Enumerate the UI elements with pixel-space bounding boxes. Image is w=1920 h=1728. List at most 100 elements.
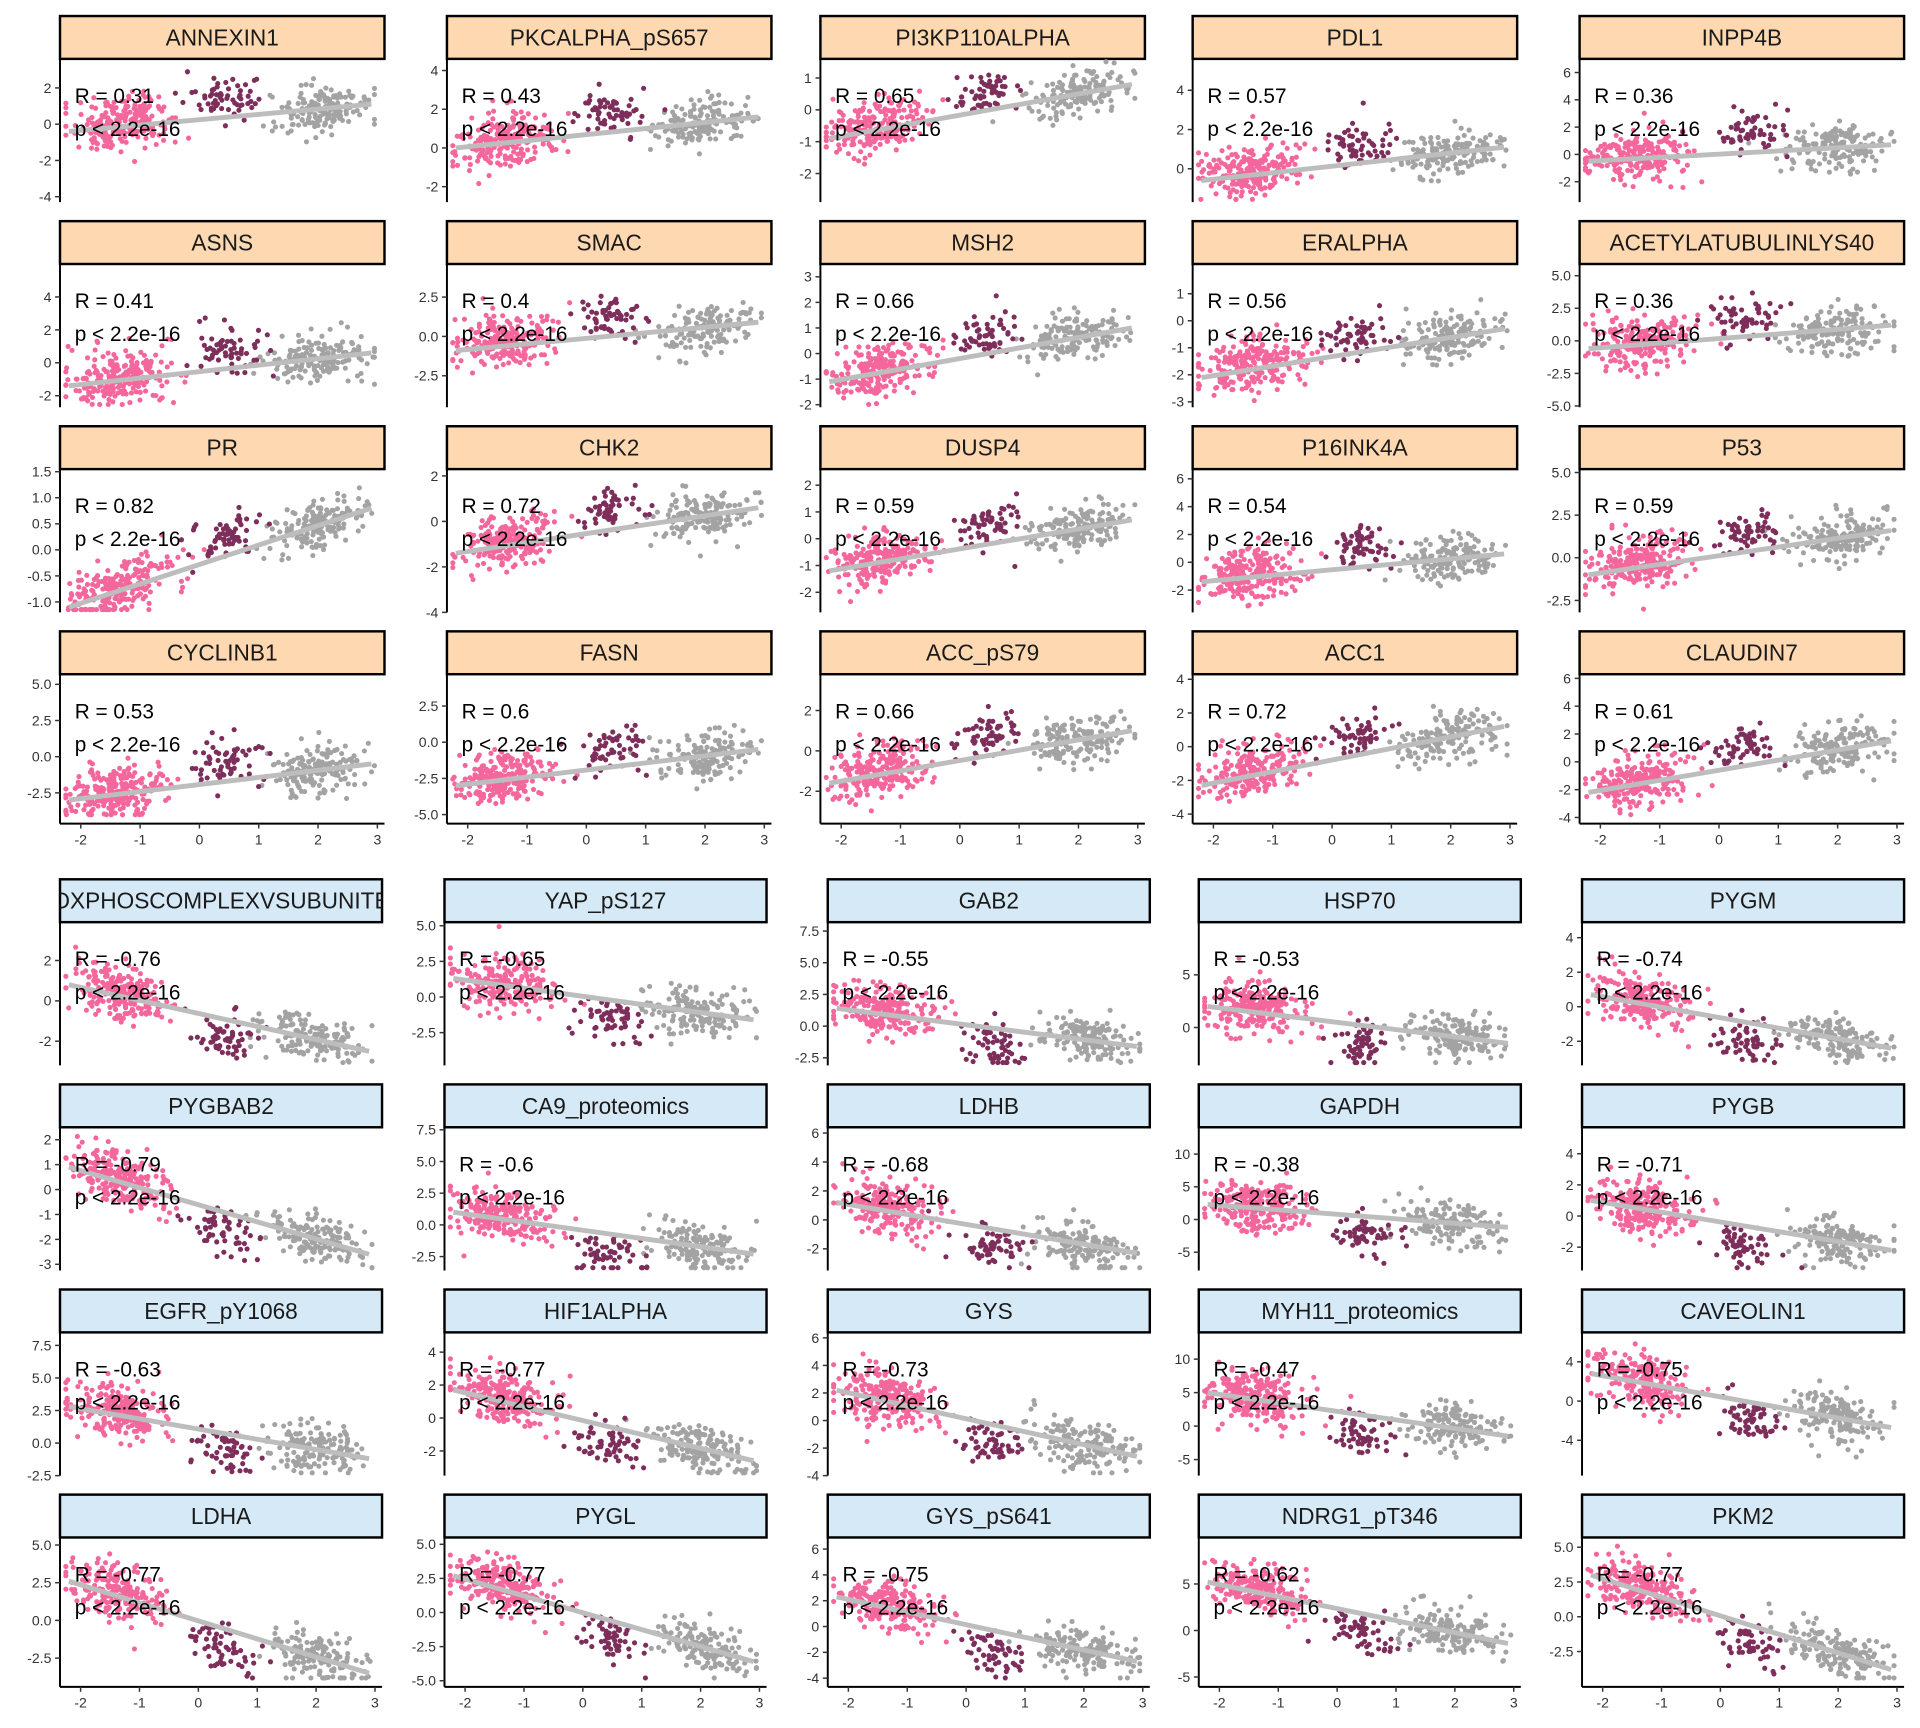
data-point-gray	[284, 507, 290, 513]
data-point-gray	[688, 344, 694, 350]
data-point-gray	[702, 317, 708, 323]
data-point-pink	[1300, 352, 1306, 358]
data-point-dark	[222, 123, 228, 129]
data-point-gray	[289, 121, 295, 128]
data-point-gray	[358, 334, 364, 340]
data-point-gray	[1810, 141, 1816, 147]
data-point-dark	[945, 96, 951, 103]
data-point-gray	[1431, 324, 1437, 330]
data-point-pink	[1684, 162, 1690, 168]
data-point-pink	[1590, 312, 1596, 318]
data-point-gray	[1872, 303, 1878, 310]
data-point-dark	[626, 103, 632, 109]
data-point-dark	[1753, 320, 1759, 326]
data-point-pink	[491, 108, 497, 114]
data-point-gray	[343, 108, 349, 114]
data-point-pink	[156, 94, 162, 100]
p-value-label: p < 2.2e-16	[1594, 323, 1700, 346]
data-point-gray	[1803, 315, 1810, 321]
data-point-dark	[596, 98, 603, 104]
data-point-dark	[217, 90, 224, 97]
data-point-gray	[299, 544, 305, 550]
data-point-gray	[1040, 92, 1046, 98]
data-point-gray	[691, 333, 698, 339]
data-point-gray	[1455, 141, 1461, 147]
data-point-gray	[287, 367, 294, 374]
data-point-dark	[967, 336, 974, 342]
p-value-label: p < 2.2e-16	[1207, 118, 1313, 141]
data-point-dark	[593, 310, 600, 316]
data-point-pink	[99, 606, 105, 613]
facet-title: ASNS	[191, 230, 253, 256]
data-point-pink	[1583, 321, 1589, 327]
data-point-pink	[1218, 160, 1225, 166]
data-point-pink	[123, 348, 129, 354]
data-point-pink	[63, 110, 69, 116]
data-point-gray	[1116, 336, 1122, 342]
data-point-pink	[159, 383, 165, 389]
data-point-gray	[342, 94, 348, 100]
data-point-gray	[1419, 135, 1425, 141]
data-point-gray	[1436, 356, 1442, 362]
data-point-pink	[63, 394, 69, 400]
data-point-pink	[138, 551, 144, 557]
data-point-pink	[180, 547, 186, 553]
data-point-pink	[1242, 156, 1248, 163]
data-point-gray	[1020, 92, 1026, 98]
data-point-gray	[698, 343, 704, 349]
data-point-pink	[1641, 362, 1647, 368]
data-point-pink	[1630, 148, 1636, 155]
data-point-gray	[1814, 341, 1820, 347]
data-point-gray	[1093, 337, 1099, 343]
data-point-pink	[102, 138, 108, 144]
data-point-pink	[69, 592, 75, 599]
data-point-gray	[724, 312, 730, 318]
data-point-gray	[1089, 324, 1095, 330]
data-point-gray	[1400, 361, 1407, 368]
data-point-dark	[1749, 317, 1755, 323]
p-value-label: p < 2.2e-16	[75, 323, 181, 346]
data-point-pink	[830, 372, 836, 378]
data-point-dark	[249, 104, 255, 111]
data-point-pink	[201, 547, 207, 553]
data-point-dark	[597, 300, 603, 306]
data-point-gray	[1465, 163, 1471, 169]
data-point-gray	[722, 100, 728, 106]
data-point-pink	[874, 356, 880, 362]
data-point-pink	[1235, 165, 1241, 171]
data-point-gray	[371, 85, 378, 91]
p-value-label: p < 2.2e-16	[462, 323, 568, 346]
p-value-label: p < 2.2e-16	[1594, 118, 1700, 141]
data-point-dark	[624, 113, 630, 119]
data-point-dark	[264, 332, 270, 338]
data-point-gray	[1047, 115, 1053, 121]
data-point-gray	[1466, 326, 1473, 332]
data-point-gray	[320, 546, 327, 553]
data-point-pink	[1653, 358, 1659, 364]
data-point-pink	[940, 337, 946, 343]
data-point-gray	[1445, 166, 1451, 172]
data-point-gray	[342, 537, 349, 543]
data-point-pink	[500, 313, 506, 319]
data-point-pink	[164, 379, 170, 385]
data-point-gray	[267, 92, 273, 98]
data-point-pink	[1284, 145, 1290, 151]
data-point-gray	[1059, 82, 1066, 88]
data-point-gray	[688, 97, 694, 103]
data-point-gray	[1795, 340, 1802, 346]
data-point-gray	[351, 347, 357, 353]
data-point-gray	[727, 317, 733, 323]
data-point-dark	[978, 74, 984, 80]
data-point-gray	[1818, 309, 1824, 315]
data-point-gray	[1847, 169, 1853, 175]
data-point-gray	[1108, 97, 1114, 104]
data-point-gray	[310, 552, 316, 559]
facet-strip	[58, 14, 386, 61]
data-point-pink	[480, 147, 486, 153]
data-point-pink	[1595, 147, 1601, 153]
data-point-pink	[1284, 176, 1290, 182]
y-tick-label: -3	[1172, 394, 1185, 410]
data-point-gray	[1410, 146, 1416, 152]
data-point-pink	[1610, 176, 1617, 182]
